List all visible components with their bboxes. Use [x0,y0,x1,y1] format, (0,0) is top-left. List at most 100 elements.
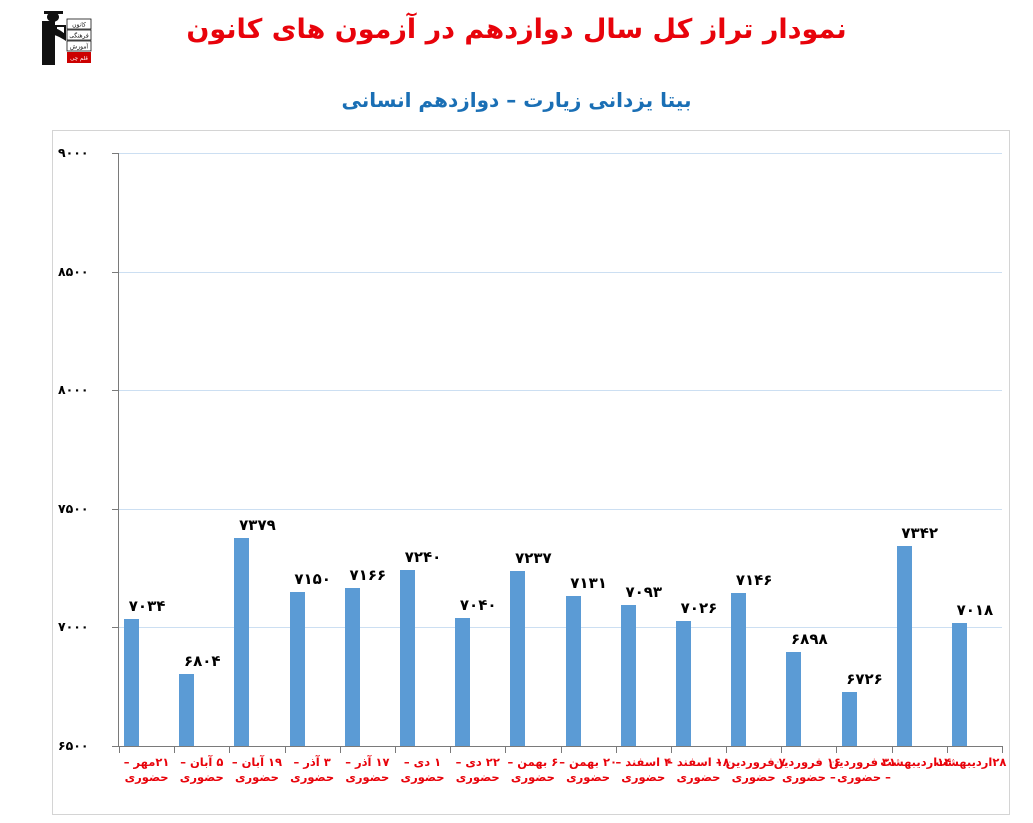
bar[interactable] [179,673,195,746]
y-tick-mark [112,746,118,747]
y-tick-label: ۸۰۰۰ [58,382,89,398]
bar[interactable] [841,692,857,746]
bar-value-label: ۷۱۳۱ [570,574,607,593]
x-axis-category-label: ۱۴اردیبهشت [880,755,952,770]
gridline [119,153,1002,154]
svg-text:آموزش: آموزش [70,42,89,51]
x-tick-mark [670,746,672,753]
x-axis-category-line: ۳ آذر – [293,755,331,769]
bar-value-label: ۷۱۴۶ [735,570,773,589]
y-tick-mark [112,390,118,392]
bar[interactable] [124,619,140,746]
bar[interactable] [510,571,526,746]
x-axis-category-label: ۱ دی – حضوری [391,755,455,785]
x-axis-category-label: ۲۰ بهمن – حضوری [556,755,620,785]
x-axis-category-line: – حضوری [781,770,836,784]
gridline [119,390,1002,392]
bar[interactable] [620,605,636,746]
y-tick-mark [112,271,118,273]
x-axis-category-line: حضوری [566,770,611,784]
x-tick-mark [891,746,893,753]
x-axis-category-label: ۲۱مهر – حضوری [115,755,179,785]
x-axis-category-line: ۱۹ آبان – [231,755,283,769]
x-axis-category-label: ۵ آبان – حضوری [170,755,234,785]
x-axis-category-line: حضوری [676,770,721,784]
bar[interactable] [289,591,305,746]
x-axis-category-line: ۱۶ فروردین [773,755,841,769]
x-tick-mark [615,746,617,753]
x-axis-category-line: حضوری [290,770,335,784]
svg-text:فرهنگی: فرهنگی [69,32,89,40]
x-axis-category-line: حضوری [345,770,390,784]
x-axis-category-label: ۱۶ فروردین – حضوری [773,755,841,785]
x-axis-category-line: ۶ بهمن – [507,755,559,769]
bar-value-label: ۷۳۷۹ [239,515,276,534]
x-axis-category-line: حضوری [400,770,445,784]
bar-value-label: ۷۰۱۸ [956,601,994,620]
chart-subtitle: بیتا یزدانی زیارت – دوازدهم انسانی [341,88,692,112]
bar-value-label: ۷۲۳۷ [515,549,552,568]
x-tick-mark [836,746,838,753]
x-tick-mark [284,746,286,753]
x-tick-mark [726,746,728,753]
x-tick-mark [119,746,120,753]
bar-value-label: ۷۰۳۴ [128,597,166,616]
bar-value-label: ۷۲۴۰ [404,548,442,567]
y-tick-mark [112,153,118,154]
bar[interactable] [731,592,747,746]
x-axis-category-line: حضوری [455,770,500,784]
bar[interactable] [786,651,802,746]
gridline [119,271,1002,273]
x-tick-mark [1002,746,1003,753]
bar[interactable] [896,546,912,746]
x-axis-category-line: ۱۷ آذر – [345,755,390,769]
x-axis-category-line: حضوری [234,770,279,784]
x-axis-category-line: حضوری [124,770,169,784]
bar-value-label: ۷۰۴۰ [459,595,497,614]
x-axis-category-line: ۵ آبان – [180,755,224,769]
x-axis-category-label: ۳۱ فروردین – حضوری [828,755,897,785]
x-axis-category-label: ۷ فروردین – حضوری [715,755,786,785]
x-tick-mark [505,746,507,753]
gridline [119,508,1002,510]
bar[interactable] [455,617,471,746]
x-axis-category-line: حضوری [510,770,555,784]
x-axis-category-line: ۲۲ دی – [455,755,500,769]
x-axis-category-line: ۱۴اردیبهشت [880,755,952,769]
x-axis-category-line: ۱۸ اسفند – [667,755,730,769]
x-axis-category-line: حضوری [179,770,224,784]
x-axis-category-line: حضوری [731,770,776,784]
x-axis-category-label: ۲۸اردیبهشت [935,755,1006,770]
y-tick-mark [112,508,118,510]
bar-value-label: ۶۸۰۴ [183,651,221,670]
y-tick-label: ۷۰۰۰ [58,619,89,635]
bar[interactable] [951,623,967,746]
x-axis-category-label: ۲۲ دی – حضوری [446,755,510,785]
bar-value-label: ۶۸۹۸ [791,629,828,648]
bar-value-label: ۷۰۲۶ [680,599,718,618]
x-tick-mark [560,746,562,753]
x-axis-category-label: ۴ اسفند – حضوری [611,755,675,785]
bar-value-label: ۶۷۲۶ [846,670,883,689]
x-axis-category-line: ۷ فروردین – [715,755,786,769]
bar[interactable] [400,570,416,746]
x-axis-category-line: – حضوری [837,770,891,784]
plot-area: ۷۰۳۴ ۶۸۰۴ ۷۳۷۹ ۷۱۵۰ ۷۱۶۶ ۷۲۴۰ ۷۰۴۰ ۷۲۳۷ ۷۱۳۱ ۷۰۹۳… [119,153,1002,746]
x-axis-category-label: ۶ بهمن – حضوری [501,755,565,785]
x-axis-category-line: ۲۰ بهمن – [559,755,617,769]
y-tick-label: ۷۵۰۰ [58,500,89,516]
x-axis-category-line: حضوری [621,770,666,784]
x-axis-category-label: ۱۹ آبان – حضوری [225,755,289,785]
x-tick-mark [450,746,452,753]
bar[interactable] [675,621,691,746]
x-axis-category-line: ۲۱مهر – [123,755,170,769]
x-axis-category-line: ۳۱ فروردین [828,755,897,769]
bar[interactable] [344,588,360,746]
y-tick-label: ۸۵۰۰ [58,263,89,279]
bar[interactable] [565,596,581,746]
svg-text:قلم چی: قلم چی [70,56,88,62]
kanoon-logo: کانون فرهنگی آموزش قلم چی [36,7,96,69]
x-axis-line [118,746,1002,747]
bar[interactable] [234,537,250,746]
chart-container: ۹۰۰۰ ۸۵۰۰ ۸۰۰۰ ۷۵۰۰ ۷۰۰۰ ۶۵۰۰ ۷۰۳۴ ۶۸۰۴ ۷۳۷۹ ۷۱۵… [52,130,1010,815]
